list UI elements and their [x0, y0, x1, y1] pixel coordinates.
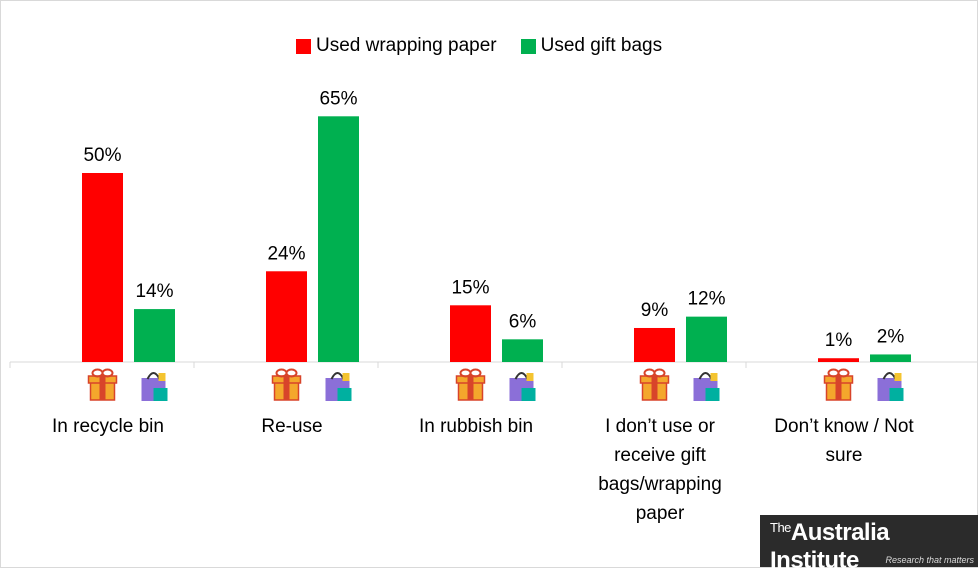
legend-label-gift-bags: Used gift bags [540, 35, 663, 56]
category-label: In recycle bin [52, 416, 164, 437]
bar-gift-bags [502, 339, 543, 362]
data-label-gift-bags: 2% [877, 326, 905, 347]
data-label-gift-bags: 14% [135, 281, 173, 302]
gift-bag-icon-handle [698, 372, 713, 380]
gift-bag-icon-tag [153, 388, 168, 401]
gift-bag-icon-tag [521, 388, 536, 401]
gift-bag-icon-tag [337, 388, 352, 401]
gift-icon-ribbon [283, 376, 290, 400]
gift-bag-icon-bow [342, 373, 350, 381]
category-label: In rubbish bin [419, 416, 533, 437]
bar-wrapping-paper [818, 358, 859, 362]
bar-gift-bags [686, 316, 727, 362]
data-label-wrapping-paper: 9% [641, 300, 669, 321]
legend-label-wrapping-paper: Used wrapping paper [316, 35, 497, 56]
gift-bag-icon-handle [146, 372, 161, 380]
legend-item-wrapping-paper: Used wrapping paper [296, 35, 497, 57]
gift-bag-icon-handle [882, 372, 897, 380]
category-label-line: bags/wrapping [598, 474, 722, 495]
category-label: I don’t use or receive gift bags/wrapping p… [598, 416, 722, 524]
data-label-wrapping-paper: 24% [267, 243, 305, 264]
gift-bag-icon-handle [330, 372, 345, 380]
data-label-wrapping-paper: 1% [825, 330, 853, 351]
gift-bag-icon-bow [526, 373, 534, 381]
data-label-gift-bags: 6% [509, 311, 537, 332]
bar-wrapping-paper [82, 173, 123, 362]
gift-icon-bow [101, 368, 114, 378]
data-label-wrapping-paper: 15% [451, 277, 489, 298]
bar-gift-bags [134, 309, 175, 362]
legend-item-gift-bags: Used gift bags [520, 35, 663, 57]
category-label: Re-use [261, 416, 322, 437]
bar-wrapping-paper [450, 305, 491, 362]
gift-icon-bow [469, 368, 482, 378]
gift-icon-ribbon [467, 376, 474, 400]
category-label-line: Re-use [261, 416, 322, 437]
category-label-line: receive gift [614, 445, 707, 466]
gift-icon-ribbon [651, 376, 658, 400]
legend-swatch-wrapping-paper [296, 38, 311, 54]
category-label-line: paper [636, 503, 685, 524]
logo-text: TheAustralia Institute [770, 519, 890, 574]
gift-icon-ribbon [835, 376, 842, 400]
data-label-wrapping-paper: 50% [83, 145, 121, 166]
bar-wrapping-paper [266, 271, 307, 362]
australia-institute-logo: TheAustralia Institute Research that mat… [760, 515, 978, 574]
bar-gift-bags [870, 354, 911, 362]
gift-bag-icon-tag [889, 388, 904, 401]
category-label: Don’t know / Not sure [774, 416, 914, 466]
legend: Used wrapping paper Used gift bags [296, 34, 686, 58]
gift-icon-bow [837, 368, 850, 378]
legend-swatch-gift-bags [520, 38, 536, 54]
category-label-line: I don’t use or [605, 416, 716, 437]
gift-bag-icon-bow [894, 373, 902, 381]
data-label-gift-bags: 65% [319, 88, 357, 109]
gift-bag-icon-bow [158, 373, 166, 381]
gift-icon-ribbon [99, 376, 106, 400]
gift-bag-icon-tag [705, 388, 720, 401]
logo-tagline: Research that matters [885, 555, 974, 565]
bar-gift-bags [318, 116, 359, 362]
category-label-line: In rubbish bin [419, 416, 533, 437]
category-label-line: Don’t know / Not [774, 416, 914, 437]
bar-wrapping-paper [634, 327, 675, 362]
gift-bag-icon-bow [710, 373, 718, 381]
gift-icon-bow [285, 368, 298, 378]
data-label-gift-bags: 12% [687, 289, 725, 310]
category-label-line: sure [826, 445, 863, 466]
category-label-line: In recycle bin [52, 416, 164, 437]
gift-bag-icon-handle [514, 372, 529, 380]
gift-icon-bow [653, 368, 666, 378]
